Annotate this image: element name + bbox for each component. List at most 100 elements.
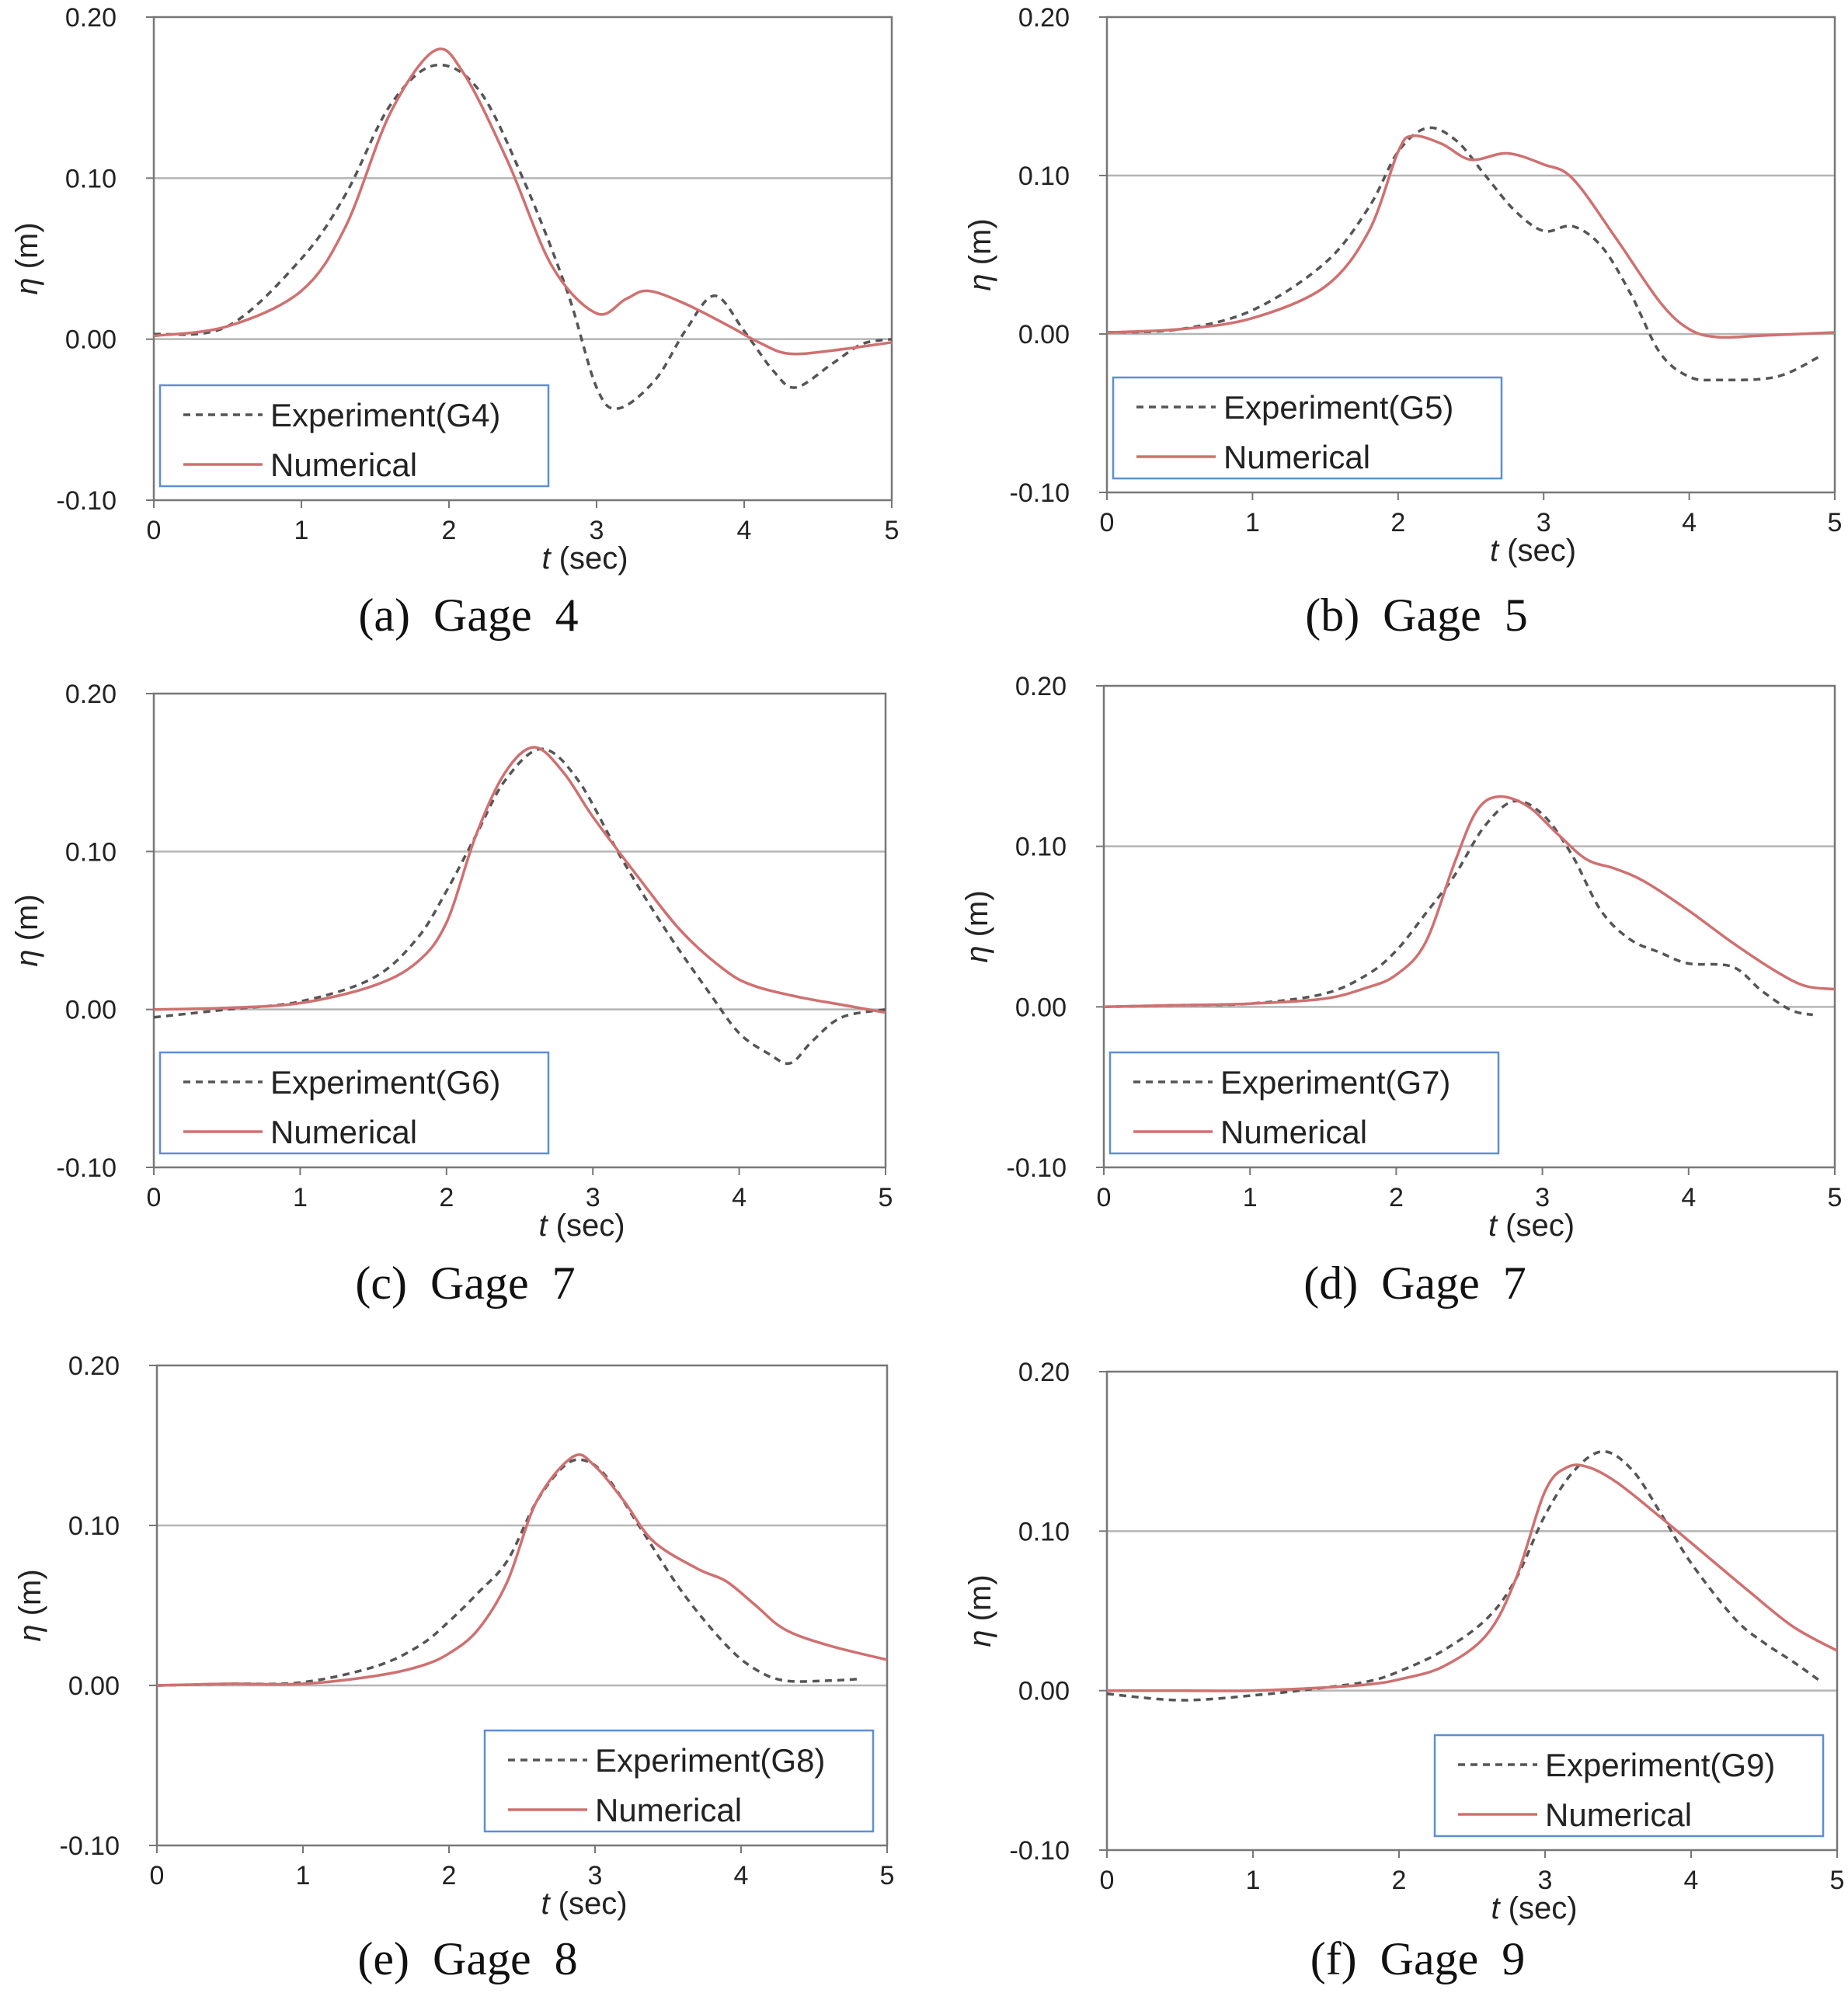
legend-box <box>1108 1051 1500 1155</box>
legend: Experiment(G8) Numerical <box>483 1729 875 1833</box>
chart-caption: (c) Gage 7 <box>355 1257 575 1309</box>
x-tick-label: 1 <box>296 1861 311 1890</box>
y-tick-label: -0.10 <box>1010 478 1070 508</box>
x-tick-label: 1 <box>1246 1866 1261 1895</box>
legend-box <box>1112 376 1503 480</box>
chart-2: -0.10 0.00 0.10 0.20 0 1 2 3 4 5 t (sec) η (m) Exper… <box>963 3 1842 641</box>
y-tick-label: 0.20 <box>1018 3 1070 33</box>
series-line-experiment <box>153 747 886 1066</box>
x-tick-label: 1 <box>1243 1183 1258 1212</box>
legend-box <box>158 1051 550 1155</box>
y-tick-label: 0.00 <box>65 325 117 355</box>
plot-area <box>152 692 887 1169</box>
legend: Experiment(G7) Numerical <box>1108 1051 1500 1155</box>
y-tick-label: 0.00 <box>1015 993 1067 1022</box>
series-line-experiment <box>156 1458 858 1687</box>
x-tick-label: 5 <box>1828 1183 1843 1212</box>
y-axis-label: η (m) <box>10 222 44 294</box>
plot-area <box>1105 1370 1839 1852</box>
y-tick-label: 0.10 <box>65 837 117 867</box>
plot-area <box>152 16 893 502</box>
chart-4: -0.10 0.00 0.10 0.20 0 1 2 3 4 5 t (sec) η (m) Exper… <box>960 672 1842 1309</box>
chart-caption: (d) Gage 7 <box>1303 1257 1526 1309</box>
y-tick-label: 0.00 <box>1018 1677 1070 1706</box>
x-tick-label: 2 <box>442 1861 457 1890</box>
y-tick-label: 0.10 <box>1018 1517 1070 1546</box>
y-axis-label: η (m) <box>963 1574 997 1647</box>
chart-caption: (f) Gage 9 <box>1310 1933 1526 1984</box>
y-tick-label: 0.00 <box>1018 320 1070 350</box>
y-tick-label: 0.20 <box>1018 1358 1070 1387</box>
x-tick-label: 3 <box>1538 1866 1553 1895</box>
chart-3: -0.10 0.00 0.10 0.20 0 1 2 3 4 5 t (sec) η (m) Exper… <box>10 680 893 1309</box>
y-axis-label: η (m) <box>10 894 44 966</box>
y-tick-label: -0.10 <box>57 486 117 516</box>
x-tick-label: 2 <box>439 1183 454 1212</box>
y-tick-label: 0.10 <box>65 164 117 193</box>
y-tick-label: 0.20 <box>68 1351 120 1381</box>
legend-label: Numerical <box>1545 1797 1692 1833</box>
x-tick-label: 4 <box>1684 1866 1699 1895</box>
y-tick-label: 0.00 <box>68 1671 120 1701</box>
y-axis-label: η (m) <box>960 890 994 962</box>
x-tick-label: 1 <box>294 516 309 545</box>
chart-1: -0.10 0.00 0.10 0.20 0 1 2 3 4 5 t (sec) η (m) Exper… <box>10 3 899 641</box>
y-tick-label: 0.10 <box>1018 162 1070 191</box>
x-tick-label: 1 <box>293 1183 308 1212</box>
plot-area <box>1102 684 1836 1169</box>
x-tick-label: 2 <box>442 516 457 545</box>
series-line-numerical <box>1107 1463 1838 1692</box>
x-tick-label: 3 <box>588 1861 603 1890</box>
y-axis-label: η (m) <box>13 1569 47 1641</box>
y-tick-label: -0.10 <box>1007 1153 1067 1183</box>
legend-label: Numerical <box>1223 439 1370 475</box>
x-axis-label: t (sec) <box>1490 534 1576 568</box>
x-tick-label: 0 <box>1100 508 1115 537</box>
legend: Experiment(G5) Numerical <box>1112 376 1503 480</box>
x-tick-label: 0 <box>147 1183 162 1212</box>
plot-area <box>155 1364 889 1847</box>
legend-label: Experiment(G5) <box>1223 389 1453 426</box>
legend-label: Experiment(G4) <box>270 397 500 433</box>
legend-label: Experiment(G9) <box>1545 1747 1775 1783</box>
series-line-experiment <box>1106 126 1822 382</box>
chart-caption: (a) Gage 4 <box>358 590 578 641</box>
series-line-numerical <box>153 47 893 356</box>
y-tick-label: -0.10 <box>1010 1836 1070 1866</box>
series-line-numerical <box>1106 134 1836 339</box>
legend: Experiment(G9) Numerical <box>1433 1734 1825 1838</box>
y-tick-label: 0.20 <box>65 3 117 33</box>
legend-box <box>483 1729 875 1833</box>
legend-label: Numerical <box>595 1792 742 1828</box>
y-tick-label: -0.10 <box>60 1831 120 1861</box>
x-tick-label: 4 <box>1682 508 1697 537</box>
x-tick-label: 2 <box>1390 508 1405 537</box>
x-tick-label: 0 <box>147 516 162 545</box>
x-tick-label: 4 <box>732 1183 747 1212</box>
x-tick-label: 3 <box>1537 508 1551 537</box>
legend-label: Numerical <box>1220 1114 1367 1150</box>
x-tick-label: 2 <box>1392 1866 1407 1895</box>
x-tick-label: 2 <box>1389 1183 1404 1212</box>
x-axis-label: t (sec) <box>541 541 628 576</box>
y-tick-label: -0.10 <box>57 1153 117 1183</box>
x-axis-label: t (sec) <box>1491 1891 1577 1925</box>
legend-label: Experiment(G8) <box>595 1742 825 1779</box>
series-line-experiment <box>1106 1449 1824 1702</box>
legend: Experiment(G6) Numerical <box>158 1051 550 1155</box>
x-tick-label: 4 <box>737 516 752 545</box>
series-line-numerical <box>1103 795 1836 1009</box>
x-tick-label: 0 <box>150 1861 165 1890</box>
x-tick-label: 0 <box>1097 1183 1112 1212</box>
series-line-numerical <box>156 1453 888 1687</box>
x-tick-label: 5 <box>880 1861 895 1890</box>
x-axis-label: t (sec) <box>1488 1209 1575 1243</box>
legend-box <box>158 384 550 488</box>
x-tick-label: 5 <box>885 516 900 545</box>
chart-caption: (e) Gage 8 <box>357 1933 577 1984</box>
y-tick-label: 0.00 <box>65 996 117 1025</box>
y-axis-label: η (m) <box>963 218 997 290</box>
x-axis-label: t (sec) <box>541 1887 627 1921</box>
x-tick-label: 3 <box>1535 1183 1550 1212</box>
